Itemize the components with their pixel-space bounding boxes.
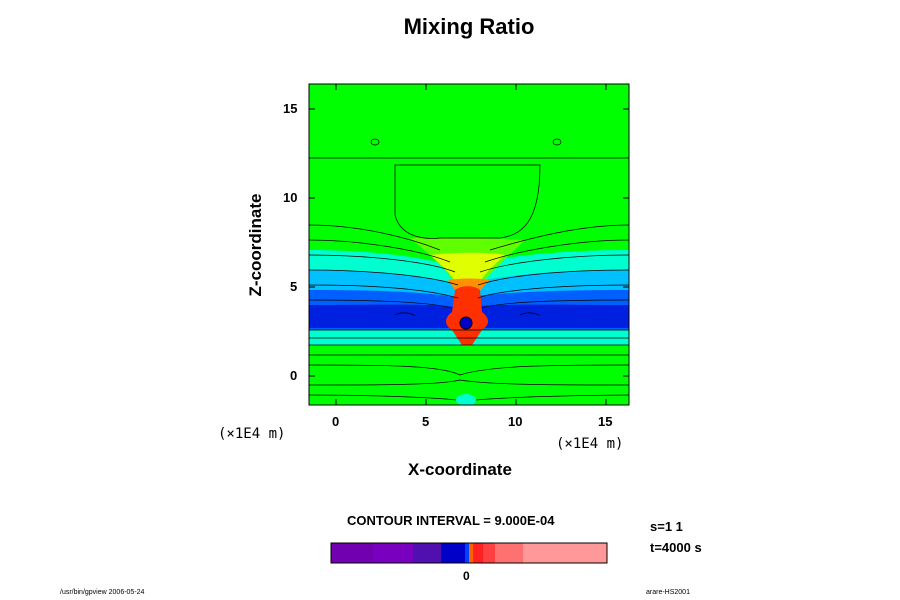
plume-yellow	[430, 252, 505, 300]
t-value: t=4000 s	[650, 540, 702, 555]
tick-marks	[309, 84, 629, 405]
s-value: s=1 1	[650, 519, 683, 534]
colorbar-segment	[331, 543, 373, 563]
colorbar-segment	[523, 543, 607, 563]
contour-interval-label: CONTOUR INTERVAL = 9.000E-04	[347, 513, 555, 528]
colorbar-frame	[330, 542, 608, 564]
x-unit-label-left: (×1E4 m)	[218, 426, 286, 442]
x-tick-label: 5	[422, 414, 430, 429]
colorbar-segment	[441, 543, 465, 563]
bottom-blob	[456, 394, 476, 405]
footer-left: /usr/bin/gpview 2006-05-24	[60, 589, 145, 596]
chart-title: Mixing Ratio	[403, 14, 535, 39]
x-unit-label-right: (×1E4 m)	[556, 436, 624, 452]
x-tick-label: 10	[508, 414, 523, 429]
y-tick-label: 10	[283, 190, 298, 205]
colorbar-segment	[495, 543, 523, 563]
y-tick-label: 0	[290, 368, 298, 383]
colorbar-segment	[465, 543, 469, 563]
colorbar	[331, 543, 607, 563]
plot-frame	[308, 83, 630, 406]
y-tick-label: 15	[283, 101, 298, 116]
colorbar-segment	[483, 543, 495, 563]
x-tick-label: 0	[332, 414, 340, 429]
colorbar-segment	[373, 543, 413, 563]
contour-lines	[309, 138, 629, 401]
y-axis-label: Z-coordinate	[246, 193, 265, 297]
colorbar-segment	[469, 543, 473, 563]
colorbar-tick-label: 0	[463, 569, 470, 583]
footer-right: arare-HS2001	[646, 589, 690, 596]
colorbar-segment	[473, 543, 483, 563]
y-tick-label: 5	[290, 279, 298, 294]
colorbar-segment	[413, 543, 441, 563]
x-tick-label: 15	[598, 414, 613, 429]
core-center	[459, 316, 473, 330]
contour-field	[309, 84, 629, 405]
x-axis-label: X-coordinate	[408, 460, 512, 479]
